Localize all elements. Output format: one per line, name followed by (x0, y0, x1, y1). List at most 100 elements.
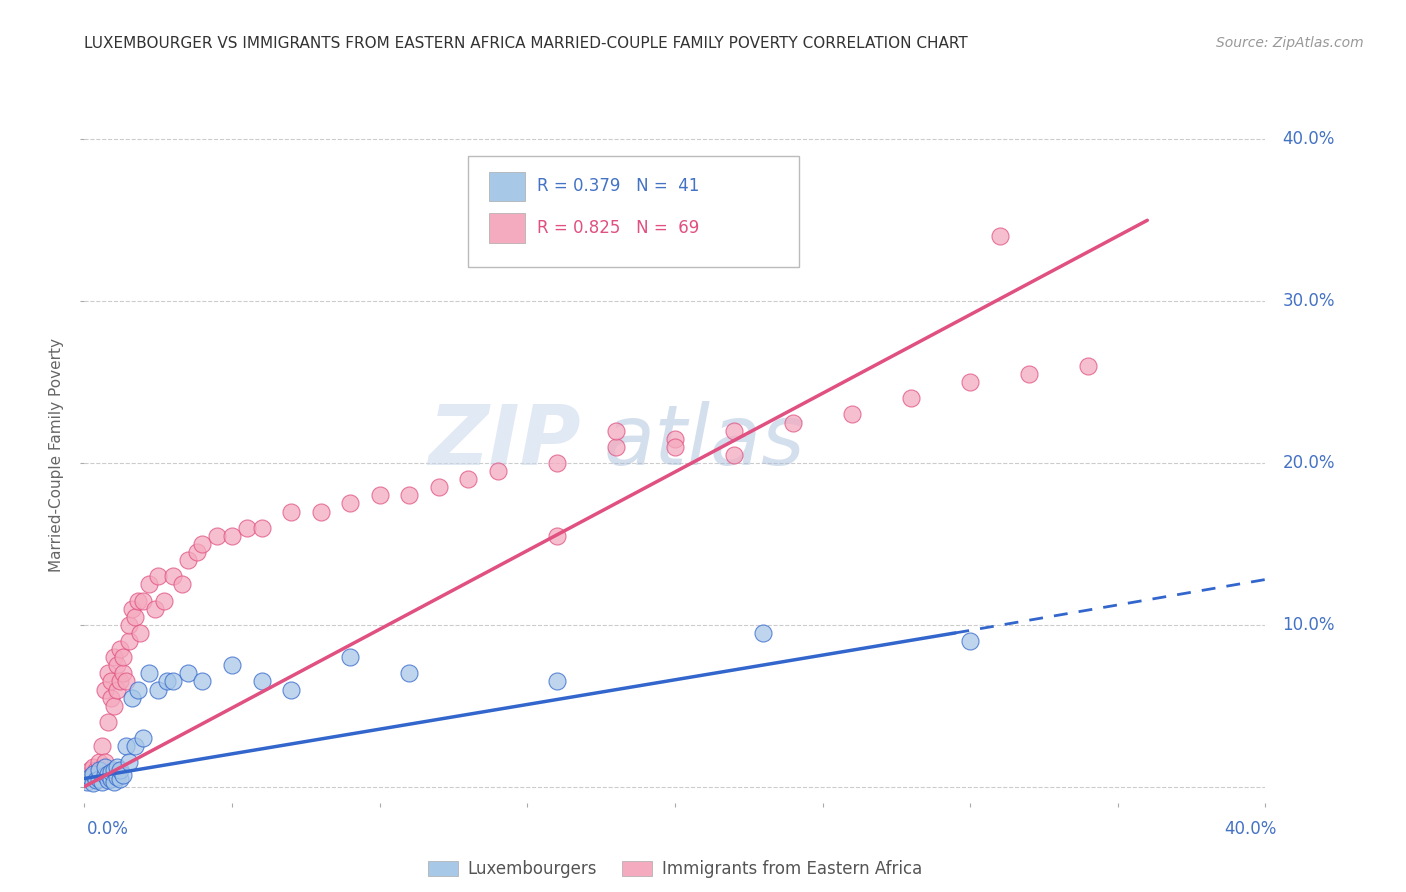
Point (76, 772, 98, 786)
Point (398, 666, 420, 681)
Point (138, 577, 160, 591)
Point (280, 682, 302, 697)
Y-axis label: Married-Couple Family Poverty: Married-Couple Family Poverty (49, 338, 65, 572)
Point (191, 537, 214, 551)
Point (309, 504, 332, 518)
Point (103, 698, 125, 713)
Point (79, 766, 101, 780)
FancyBboxPatch shape (468, 156, 799, 267)
Point (148, 682, 170, 697)
Point (94, 756, 117, 770)
Point (121, 690, 143, 705)
Point (103, 650, 125, 665)
Text: R = 0.379   N =  41: R = 0.379 N = 41 (537, 178, 699, 195)
Point (221, 658, 243, 673)
Point (87, 756, 111, 770)
Point (82, 760, 104, 774)
Point (191, 674, 214, 689)
Point (177, 553, 200, 567)
Point (156, 674, 179, 689)
Text: 10.0%: 10.0% (1282, 615, 1334, 634)
Point (91, 774, 114, 789)
Point (94, 760, 117, 774)
Point (162, 674, 184, 689)
Point (82, 770, 104, 784)
Point (94, 682, 117, 697)
Point (111, 768, 134, 782)
Point (221, 529, 243, 543)
Point (105, 658, 128, 673)
Point (97, 766, 120, 780)
Point (118, 634, 141, 648)
Point (76, 774, 98, 789)
Point (79, 770, 101, 784)
Point (605, 424, 627, 438)
Text: R = 0.825   N =  69: R = 0.825 N = 69 (537, 219, 699, 237)
Point (143, 601, 166, 615)
Point (162, 569, 184, 583)
Bar (489, 213, 524, 243)
Point (427, 480, 450, 494)
Point (105, 770, 128, 784)
Point (121, 601, 143, 615)
Point (100, 772, 122, 786)
Point (841, 408, 863, 422)
Point (79, 764, 101, 778)
Point (118, 617, 141, 632)
Point (900, 392, 922, 406)
Point (664, 440, 686, 454)
Legend: Luxembourgers, Immigrants from Eastern Africa: Luxembourgers, Immigrants from Eastern A… (420, 854, 929, 885)
Point (111, 650, 134, 665)
Point (153, 593, 176, 607)
Point (105, 760, 128, 774)
Point (486, 464, 509, 478)
Bar (489, 172, 524, 201)
Point (605, 440, 627, 454)
Point (368, 488, 391, 502)
Point (339, 496, 361, 510)
Point (94, 768, 117, 782)
Point (177, 666, 200, 681)
Point (84, 773, 107, 788)
Point (97, 773, 120, 788)
Point (103, 774, 125, 789)
Point (457, 472, 479, 486)
Point (988, 229, 1011, 244)
Point (114, 739, 136, 754)
Point (132, 731, 155, 745)
Point (84, 768, 107, 782)
Point (91, 739, 114, 754)
Text: 30.0%: 30.0% (1282, 293, 1334, 310)
Text: atlas: atlas (605, 401, 806, 482)
Text: 40.0%: 40.0% (1282, 130, 1334, 148)
Point (100, 765, 122, 780)
Point (752, 626, 775, 640)
Point (103, 764, 125, 778)
Point (398, 488, 420, 502)
Point (97, 666, 120, 681)
Point (105, 682, 128, 697)
Point (82, 776, 104, 790)
Point (108, 772, 131, 786)
Point (132, 593, 155, 607)
Point (138, 666, 160, 681)
Point (100, 690, 122, 705)
Point (664, 432, 686, 446)
Point (87, 772, 111, 786)
Point (100, 674, 122, 689)
Point (127, 593, 149, 607)
Point (339, 650, 361, 665)
Point (280, 504, 302, 518)
Text: Source: ZipAtlas.com: Source: ZipAtlas.com (1216, 36, 1364, 50)
Point (118, 756, 141, 770)
Point (250, 674, 273, 689)
Point (170, 577, 193, 591)
Point (205, 529, 228, 543)
Point (124, 739, 146, 754)
Point (114, 674, 136, 689)
Point (127, 682, 149, 697)
Point (959, 634, 981, 648)
Point (148, 569, 170, 583)
Point (186, 545, 208, 559)
Text: ZIP: ZIP (427, 401, 581, 482)
